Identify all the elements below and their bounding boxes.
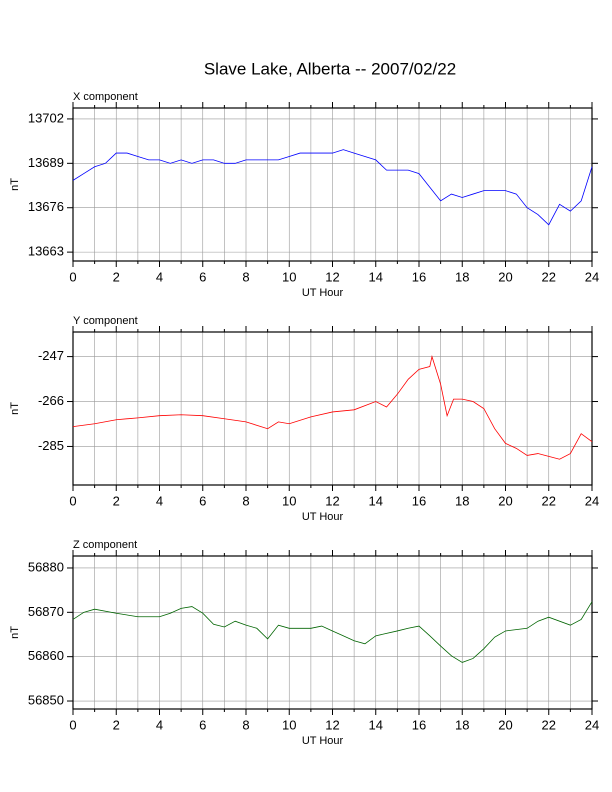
- x-tick-label: 16: [412, 493, 426, 508]
- y-tick-label: 56850: [28, 692, 64, 707]
- x-tick-label: 22: [542, 269, 556, 284]
- x-tick-label: 8: [242, 493, 249, 508]
- x-tick-label: 10: [282, 717, 296, 732]
- x-tick-label: 8: [242, 717, 249, 732]
- x-tick-label: 16: [412, 269, 426, 284]
- x-tick-label: 18: [455, 717, 469, 732]
- x-tick-label: 24: [585, 493, 599, 508]
- x-axis-label: UT Hour: [302, 735, 344, 747]
- x-axis-label: UT Hour: [302, 511, 344, 523]
- x-tick-label: 22: [542, 493, 556, 508]
- y-axis-label: nT: [9, 178, 21, 191]
- y-axis-label: nT: [9, 402, 21, 415]
- y-tick-label: 13702: [28, 110, 64, 125]
- x-tick-label: 24: [585, 269, 599, 284]
- y-axis-label: nT: [9, 626, 21, 639]
- y-tick-label: -266: [38, 393, 64, 408]
- x-tick-label: 14: [369, 717, 383, 732]
- x-tick-label: 12: [325, 269, 339, 284]
- x-tick-label: 16: [412, 717, 426, 732]
- x-tick-label: 4: [156, 269, 163, 284]
- y-tick-label: 13663: [28, 244, 64, 259]
- x-tick-label: 20: [498, 269, 512, 284]
- y-tick-label: 13676: [28, 199, 64, 214]
- plot-frame: [72, 555, 593, 710]
- x-tick-label: 20: [498, 717, 512, 732]
- panel-title: Z component: [73, 539, 137, 551]
- y-tick-label: 13689: [28, 155, 64, 170]
- panel-title: Y component: [73, 315, 138, 327]
- panel-title: X component: [73, 91, 138, 103]
- y-tick-label: 56880: [28, 559, 64, 574]
- y-tick-label: 56860: [28, 648, 64, 663]
- x-tick-label: 24: [585, 717, 599, 732]
- x-tick-label: 22: [542, 717, 556, 732]
- x-tick-label: 4: [156, 493, 163, 508]
- data-line: [72, 149, 593, 226]
- x-tick-label: 4: [156, 717, 163, 732]
- x-tick-label: 6: [199, 269, 206, 284]
- x-tick-label: 18: [455, 269, 469, 284]
- data-line: [72, 601, 593, 663]
- x-tick-label: 14: [369, 493, 383, 508]
- plot-frame: [72, 107, 593, 262]
- x-tick-label: 14: [369, 269, 383, 284]
- y-tick-label: 56870: [28, 604, 64, 619]
- x-tick-label: 0: [69, 493, 76, 508]
- x-axis-label: UT Hour: [302, 287, 344, 299]
- chart-title: Slave Lake, Alberta -- 2007/02/22: [204, 59, 456, 78]
- x-tick-label: 12: [325, 493, 339, 508]
- y-tick-label: -247: [38, 348, 64, 363]
- x-tick-label: 10: [282, 493, 296, 508]
- x-tick-label: 6: [199, 717, 206, 732]
- x-tick-label: 20: [498, 493, 512, 508]
- y-tick-label: -285: [38, 438, 64, 453]
- x-tick-label: 2: [113, 269, 120, 284]
- x-tick-label: 18: [455, 493, 469, 508]
- x-tick-label: 12: [325, 717, 339, 732]
- x-tick-label: 8: [242, 269, 249, 284]
- x-tick-label: 10: [282, 269, 296, 284]
- plot-frame: [72, 331, 593, 486]
- data-line: [72, 355, 593, 460]
- x-tick-label: 2: [113, 717, 120, 732]
- x-tick-label: 6: [199, 493, 206, 508]
- x-tick-label: 0: [69, 269, 76, 284]
- x-tick-label: 0: [69, 717, 76, 732]
- x-tick-label: 2: [113, 493, 120, 508]
